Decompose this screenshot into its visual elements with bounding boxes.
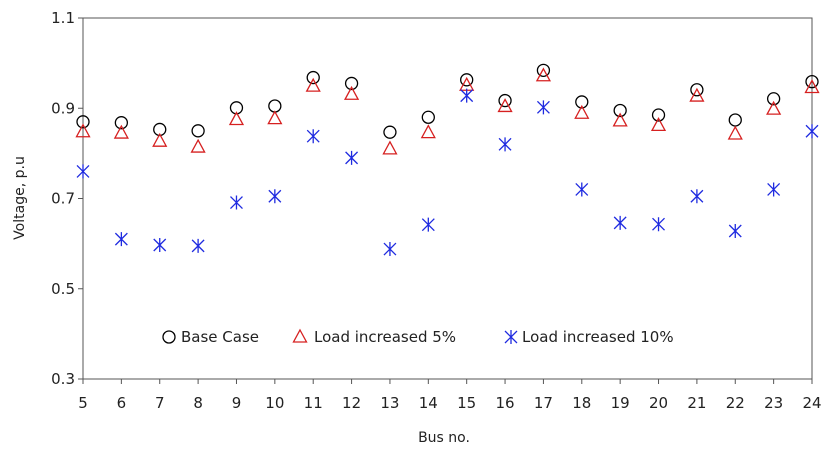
data-point-asterisk — [153, 237, 167, 252]
data-point-asterisk — [690, 189, 704, 204]
data-point-circle — [76, 115, 90, 129]
data-point-triangle — [305, 77, 321, 92]
legend-label-load-5: Load increased 5% — [314, 328, 456, 346]
y-tick-label: 0.9 — [51, 99, 75, 117]
data-point-circle — [191, 124, 205, 138]
y-tick-label: 0.5 — [51, 280, 75, 298]
data-point-asterisk — [114, 232, 128, 247]
data-point-asterisk — [306, 129, 320, 144]
x-tick-label: 20 — [649, 394, 668, 412]
data-point-triangle — [766, 100, 782, 115]
data-point-asterisk — [230, 195, 243, 210]
x-tick-label: 8 — [193, 394, 203, 412]
y-tick-label: 0.7 — [51, 190, 75, 208]
legend-item-load-5: Load increased 5% — [292, 328, 456, 346]
data-point-asterisk — [421, 217, 435, 232]
legend-label-load-10: Load increased 10% — [522, 328, 674, 346]
data-point-circle — [344, 76, 359, 91]
data-point-asterisk — [575, 182, 589, 197]
data-point-triangle — [190, 138, 206, 153]
y-tick-label: 1.1 — [51, 9, 75, 27]
series-layer — [75, 63, 820, 257]
x-tick-label: 15 — [457, 394, 476, 412]
x-tick-label: 9 — [232, 394, 242, 412]
legend-triangle-marker — [292, 328, 308, 343]
y-axis-title: Voltage, p.u — [12, 156, 28, 240]
data-point-triangle — [382, 140, 398, 155]
data-point-asterisk — [345, 150, 359, 165]
x-tick-label: 24 — [802, 394, 821, 412]
x-tick-label: 11 — [304, 394, 323, 412]
data-point-triangle — [650, 117, 667, 132]
legend: Base Case Load increased 5% Load increas… — [162, 328, 674, 346]
x-axis-title: Bus no. — [418, 430, 470, 446]
legend-item-base-case: Base Case — [162, 328, 259, 346]
data-point-triangle — [343, 85, 360, 100]
x-tick-label: 16 — [496, 394, 515, 412]
x-tick-label: 12 — [342, 394, 361, 412]
x-tick-label: 23 — [764, 394, 783, 412]
data-point-circle — [575, 95, 589, 109]
x-tick-label: 10 — [265, 394, 284, 412]
data-point-circle — [460, 73, 474, 87]
x-tick-label: 17 — [534, 394, 553, 412]
data-point-asterisk — [498, 137, 512, 152]
x-axis: 5 6 7 8 9 10 11 12 13 14 15 16 17 18 19 20 21 22 23 24 — [78, 379, 821, 412]
data-point-circle — [690, 83, 704, 97]
data-point-asterisk — [76, 164, 90, 179]
x-tick-label: 7 — [155, 394, 165, 412]
series-2 — [76, 88, 819, 257]
x-tick-label: 21 — [687, 394, 706, 412]
data-point-asterisk — [767, 182, 781, 197]
data-point-triangle — [75, 123, 91, 138]
x-tick-label: 19 — [611, 394, 630, 412]
data-point-asterisk — [383, 242, 397, 257]
legend-item-load-10: Load increased 10% — [504, 328, 674, 346]
data-point-circle — [114, 116, 129, 130]
data-point-circle — [536, 63, 551, 77]
series-1 — [75, 67, 820, 155]
legend-label-base-case: Base Case — [181, 328, 259, 346]
plot-area — [82, 17, 813, 380]
x-tick-label: 18 — [572, 394, 591, 412]
data-point-asterisk — [268, 189, 282, 204]
data-point-triangle — [574, 104, 590, 119]
x-tick-label: 22 — [726, 394, 745, 412]
data-point-circle — [805, 74, 819, 89]
data-point-asterisk — [652, 217, 665, 232]
data-point-triangle — [535, 67, 552, 82]
data-point-triangle — [689, 87, 705, 102]
data-point-circle — [613, 103, 627, 118]
y-tick-label: 0.3 — [51, 370, 75, 388]
x-tick-label: 14 — [419, 394, 438, 412]
data-point-circle — [306, 70, 320, 85]
data-point-circle — [651, 108, 666, 122]
y-axis: 0.3 0.5 0.7 0.9 1.1 — [51, 9, 83, 388]
data-point-asterisk — [460, 88, 474, 103]
data-point-circle — [421, 110, 435, 124]
data-point-asterisk — [805, 124, 819, 139]
data-point-triangle — [267, 110, 283, 125]
data-point-asterisk — [191, 238, 205, 253]
data-point-asterisk — [728, 223, 742, 238]
data-point-triangle — [497, 98, 513, 113]
data-point-triangle — [612, 112, 628, 127]
x-tick-label: 6 — [117, 394, 127, 412]
data-point-circle — [766, 92, 781, 106]
legend-circle-marker — [162, 330, 176, 344]
x-tick-label: 13 — [380, 394, 399, 412]
x-tick-label: 5 — [78, 394, 88, 412]
data-point-triangle — [113, 124, 129, 139]
legend-asterisk-marker — [504, 330, 518, 344]
data-point-triangle — [152, 132, 168, 147]
data-point-triangle — [420, 124, 436, 139]
data-point-triangle — [727, 125, 743, 140]
data-point-triangle — [228, 111, 245, 126]
data-point-circle — [383, 125, 397, 139]
data-point-asterisk — [536, 100, 550, 115]
data-point-asterisk — [613, 215, 627, 230]
data-point-circle — [498, 93, 512, 108]
data-point-triangle — [804, 79, 820, 94]
